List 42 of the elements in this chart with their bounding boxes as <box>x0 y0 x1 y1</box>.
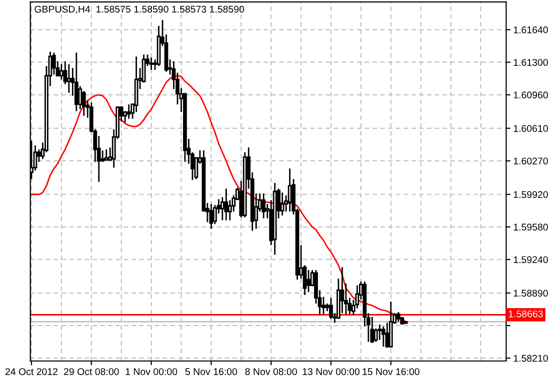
x-tick-label: 8 Nov 08:00 <box>245 368 297 376</box>
candlestick <box>60 63 64 80</box>
candlestick <box>370 316 374 344</box>
candlestick <box>280 192 284 216</box>
candlestick <box>149 56 154 71</box>
candlestick <box>329 297 333 320</box>
y-tick-label: 1.59240 <box>514 256 548 264</box>
x-tick-label: 24 Oct 2012 <box>5 368 58 376</box>
y-tick-label: 1.60610 <box>514 125 548 132</box>
y-tick-label: 1.60270 <box>514 158 548 164</box>
candlestick <box>126 104 131 120</box>
candlestick <box>374 328 378 343</box>
y-tick-label: 1.61640 <box>514 26 548 34</box>
candlestick <box>262 192 266 220</box>
y-tick-label: 1.58890 <box>514 290 548 297</box>
candlestick <box>220 196 224 221</box>
candlestick <box>209 203 214 230</box>
y-tick-label: 1.59920 <box>514 191 548 198</box>
candlestick <box>288 168 292 212</box>
candlestick <box>100 150 105 163</box>
chart-title: GBPUSD,H4 1.58575 1.58590 1.58573 1.58590 <box>34 6 244 14</box>
candlestick <box>74 52 78 112</box>
candlestick <box>66 63 71 94</box>
candlestick <box>306 269 310 293</box>
candlestick <box>224 188 228 221</box>
y-tick-label: 1.61300 <box>514 58 548 66</box>
candlestick <box>396 311 400 322</box>
x-tick-label: 13 Nov 00:00 <box>302 368 360 376</box>
y-tick-label: 1.60960 <box>514 92 548 98</box>
x-tick-label: 5 Nov 16:00 <box>185 368 238 376</box>
ref-line-label: 1.58663 <box>508 310 543 318</box>
candlestick <box>385 322 390 348</box>
x-tick-label: 29 Oct 08:00 <box>64 368 119 376</box>
candlestick <box>381 326 386 348</box>
x-tick-label: 15 Nov 16:00 <box>362 368 420 376</box>
y-tick-label: 1.59580 <box>514 224 548 231</box>
y-tick-label: 1.58210 <box>514 354 548 362</box>
candlestick <box>378 324 382 341</box>
candlestick <box>82 90 86 117</box>
candlestick <box>228 199 232 221</box>
candlestick <box>104 148 108 162</box>
x-tick-label: 1 Nov 00:00 <box>126 368 178 376</box>
